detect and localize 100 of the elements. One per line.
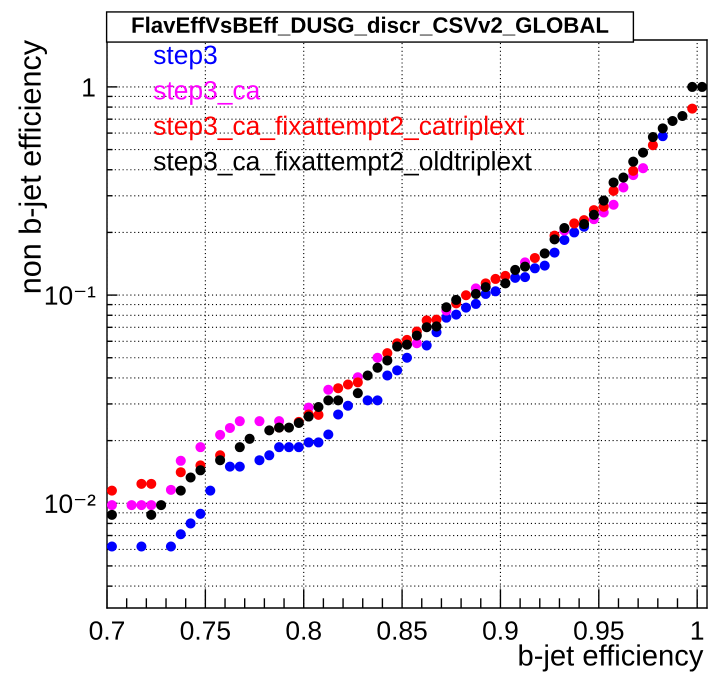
- point: [461, 290, 472, 300]
- point: [323, 429, 334, 440]
- point: [107, 510, 117, 520]
- point: [342, 400, 353, 411]
- point: [304, 437, 314, 448]
- x-tick-label: 0.9: [483, 621, 518, 640]
- point: [559, 234, 570, 245]
- point: [677, 110, 688, 121]
- point: [687, 82, 698, 92]
- x-tick-label: 0.75: [180, 621, 230, 640]
- point: [550, 234, 560, 244]
- point: [520, 272, 530, 282]
- x-tick-label: 0.95: [574, 621, 624, 640]
- point: [579, 219, 590, 230]
- point: [648, 132, 658, 142]
- point: [333, 395, 344, 406]
- point: [323, 384, 334, 395]
- point: [215, 430, 226, 440]
- point: [166, 541, 176, 552]
- point: [530, 263, 540, 274]
- point: [412, 330, 422, 341]
- point: [608, 200, 619, 210]
- text: step3: [154, 46, 217, 70]
- point: [638, 148, 648, 158]
- point: [362, 370, 373, 380]
- point: [186, 472, 196, 482]
- point: [254, 455, 264, 466]
- point: [451, 294, 462, 305]
- point: [608, 186, 619, 196]
- point: [304, 412, 314, 422]
- point: [224, 422, 235, 433]
- point: [510, 264, 520, 275]
- point: [668, 116, 678, 126]
- point: [559, 223, 570, 234]
- point: [146, 478, 156, 489]
- point: [530, 252, 540, 263]
- point: [136, 478, 146, 489]
- point: [490, 274, 501, 284]
- point: [422, 340, 432, 350]
- point: [176, 486, 186, 496]
- point: [392, 342, 402, 352]
- point: [126, 500, 137, 510]
- point: [402, 340, 412, 350]
- point: [382, 356, 392, 366]
- point: [254, 416, 264, 426]
- point: [136, 541, 146, 552]
- point: [352, 377, 363, 388]
- point: [500, 278, 510, 288]
- point: [352, 388, 363, 398]
- point: [234, 442, 245, 452]
- point: [658, 123, 668, 134]
- text: step3_ca_fixattempt2_catriplext: [154, 116, 524, 140]
- point: [313, 437, 324, 448]
- point: [274, 442, 284, 452]
- x-axis-title: b-jet efficiency: [519, 644, 704, 672]
- point: [156, 500, 166, 510]
- point: [372, 362, 382, 373]
- point: [362, 395, 373, 406]
- point: [176, 529, 186, 540]
- point: [264, 425, 274, 436]
- point: [422, 322, 432, 332]
- point: [540, 260, 550, 271]
- point: [342, 379, 353, 390]
- point: [402, 352, 412, 363]
- point: [176, 456, 186, 466]
- point: [569, 218, 580, 228]
- y-tick-label: 1: [83, 78, 95, 96]
- point: [382, 370, 392, 380]
- x-tick-label: 0.7: [90, 621, 124, 640]
- point: [107, 500, 117, 510]
- point: [687, 104, 698, 114]
- point: [333, 383, 344, 394]
- y-tick-label: 10⁻¹: [46, 286, 96, 305]
- point: [215, 455, 226, 466]
- y-axis-title: non b-jet efficiency: [18, 40, 47, 292]
- point: [146, 500, 156, 510]
- point: [480, 282, 491, 292]
- point: [392, 365, 402, 376]
- point: [195, 442, 206, 452]
- point: [234, 416, 245, 426]
- point: [195, 465, 206, 476]
- chart-title: FlavEffVsBEff_DUSG_discr_CSVv2_GLOBAL: [132, 16, 608, 36]
- point: [146, 510, 156, 520]
- point: [618, 182, 628, 192]
- point: [628, 166, 638, 176]
- point: [461, 302, 472, 313]
- point: [166, 484, 176, 495]
- point: [136, 500, 146, 510]
- point: [205, 486, 216, 496]
- point: [244, 434, 255, 444]
- point: [186, 518, 196, 528]
- point: [618, 172, 628, 183]
- point: [628, 156, 638, 167]
- point: [451, 310, 462, 320]
- point: [470, 288, 481, 299]
- point: [107, 541, 117, 552]
- point: [313, 402, 324, 412]
- text: step3_ca: [154, 80, 260, 105]
- point: [697, 82, 707, 92]
- x-tick-label: 0.85: [377, 621, 427, 640]
